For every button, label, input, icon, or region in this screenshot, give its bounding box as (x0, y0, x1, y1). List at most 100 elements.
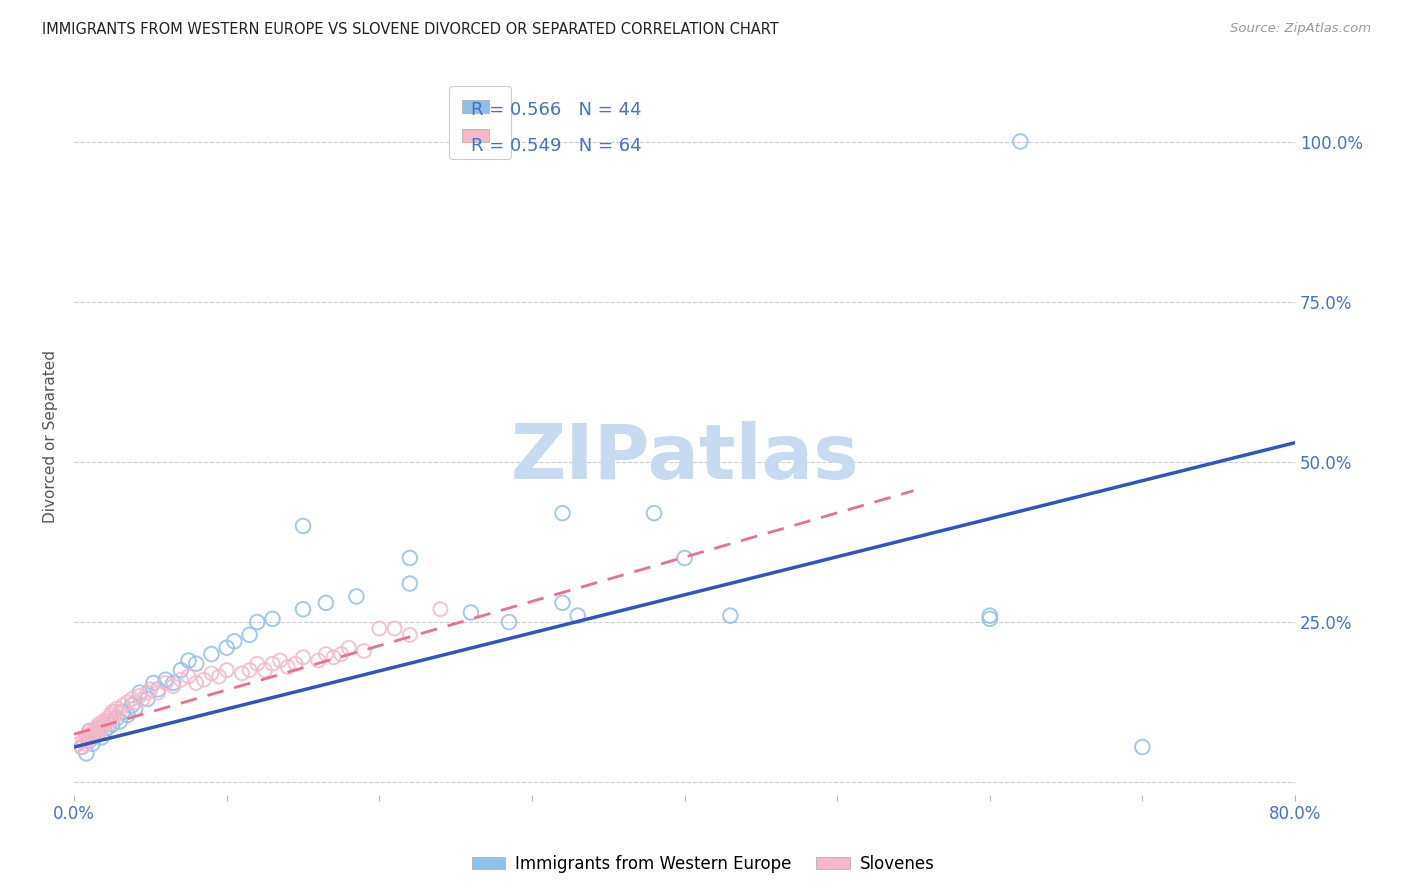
Point (429, 602, 451, 616)
Point (104, 705, 127, 719)
Point (398, 551, 420, 566)
Point (79, 733, 101, 747)
Point (170, 663, 193, 677)
Text: IMMIGRANTS FROM WESTERN EUROPE VS SLOVENE DIVORCED OR SEPARATED CORRELATION CHAR: IMMIGRANTS FROM WESTERN EUROPE VS SLOVEN… (42, 22, 779, 37)
Point (292, 602, 315, 616)
Point (177, 669, 200, 683)
Point (93, 723, 115, 738)
Point (128, 685, 150, 699)
Point (111, 705, 134, 719)
Point (262, 612, 284, 626)
Point (262, 657, 284, 671)
Point (1132, 739, 1154, 754)
Point (70, 739, 93, 754)
Point (97, 711, 120, 725)
Point (117, 695, 139, 709)
Point (567, 608, 589, 623)
Point (76, 733, 98, 747)
Point (398, 628, 420, 642)
Point (86, 727, 108, 741)
Point (368, 622, 391, 636)
Point (315, 647, 337, 661)
Point (121, 692, 143, 706)
Point (80, 731, 103, 745)
Point (307, 653, 329, 667)
Point (284, 657, 307, 671)
Point (136, 685, 159, 699)
Point (94, 714, 117, 729)
Point (97, 721, 120, 735)
Point (136, 692, 159, 706)
Point (105, 701, 128, 715)
Point (460, 606, 482, 620)
Point (124, 701, 146, 715)
Legend: Immigrants from Western Europe, Slovenes: Immigrants from Western Europe, Slovenes (465, 848, 941, 880)
Point (215, 640, 238, 655)
Point (208, 669, 231, 683)
Point (146, 685, 169, 699)
Point (89, 723, 111, 738)
Text: R = 0.549   N = 64: R = 0.549 N = 64 (471, 136, 641, 154)
Point (498, 615, 520, 629)
Point (398, 576, 420, 591)
Point (91, 714, 114, 729)
Point (103, 711, 125, 725)
Point (193, 673, 215, 687)
Point (72, 733, 94, 747)
Point (1010, 135, 1032, 149)
Point (718, 608, 741, 623)
Point (155, 676, 177, 690)
Y-axis label: Divorced or Separated: Divorced or Separated (44, 350, 58, 523)
Point (90, 731, 112, 745)
Point (186, 676, 208, 690)
Point (82, 737, 104, 751)
Point (177, 653, 200, 667)
Point (384, 622, 406, 636)
Point (269, 653, 291, 667)
Point (79, 723, 101, 738)
Point (200, 647, 222, 661)
Point (322, 650, 344, 665)
Point (124, 695, 146, 709)
Point (246, 615, 269, 629)
Point (98, 714, 121, 729)
Point (93, 717, 115, 731)
Text: R = 0.566   N = 44: R = 0.566 N = 44 (471, 101, 641, 119)
Point (101, 705, 124, 719)
Point (75, 747, 97, 761)
Point (330, 647, 353, 661)
Point (70, 739, 93, 754)
Point (337, 640, 360, 655)
Text: Source: ZipAtlas.com: Source: ZipAtlas.com (1230, 22, 1371, 36)
Point (101, 717, 124, 731)
Point (162, 679, 184, 693)
Point (346, 590, 368, 604)
Point (224, 634, 246, 648)
Point (86, 721, 108, 735)
Point (315, 596, 337, 610)
Point (215, 663, 238, 677)
Point (277, 660, 299, 674)
Point (100, 708, 122, 723)
Point (239, 663, 262, 677)
Point (673, 551, 696, 566)
Point (75, 731, 97, 745)
Point (186, 657, 208, 671)
Point (73, 737, 96, 751)
Point (162, 676, 184, 690)
Point (108, 714, 131, 729)
Point (551, 506, 574, 520)
Point (117, 708, 139, 723)
Point (253, 663, 276, 677)
Point (128, 689, 150, 703)
Point (979, 612, 1001, 626)
Point (231, 666, 253, 681)
Point (155, 673, 177, 687)
Point (146, 682, 169, 697)
Point (67, 737, 90, 751)
Point (139, 682, 162, 697)
Point (105, 711, 128, 725)
Text: ZIPatlas: ZIPatlas (510, 421, 859, 495)
Point (132, 692, 155, 706)
Point (551, 596, 574, 610)
